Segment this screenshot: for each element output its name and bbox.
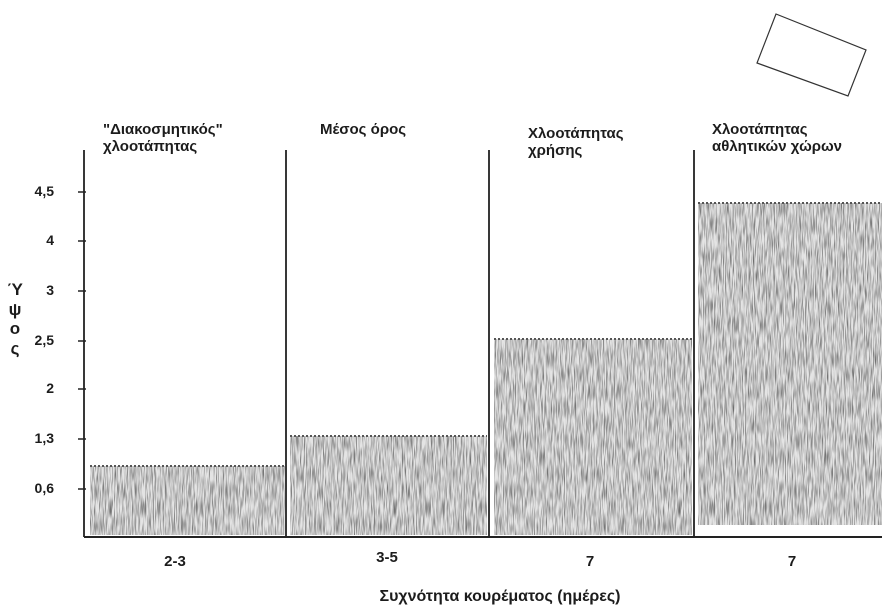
x-tick-label: 7: [787, 553, 797, 570]
column-title-sports: Χλοοτάπητας αθλητικών χώρων: [712, 121, 843, 156]
y-tick-label: 1,3: [34, 430, 54, 446]
y-tick-marks: [78, 191, 86, 490]
grass-block-3: [494, 338, 692, 535]
grass-block-4: [698, 202, 882, 525]
decorative-square-icon: [756, 13, 867, 97]
x-tick-label: 7: [585, 553, 595, 570]
y-tick-label: 3: [46, 282, 54, 298]
column-title-usage: Χλοοτάπητας χρήσης: [528, 125, 624, 160]
y-tick-label: 0,6: [34, 480, 54, 496]
y-tick-label: 2: [46, 380, 54, 396]
x-tick-label: 3-5: [376, 549, 398, 566]
y-tick-label: 2,5: [34, 332, 54, 348]
column-title-decorative: "Διακοσμητικός" χλοοτάπητας: [103, 121, 223, 156]
grass-block-2: [290, 435, 487, 535]
y-tick-label: 4: [46, 232, 54, 248]
y-tick-label: 4,5: [34, 183, 54, 199]
y-axis-label: Ύ ψ ο ς: [7, 280, 23, 358]
x-tick-label: 2-3: [164, 553, 186, 570]
column-title-average: Μέσος όρος: [320, 121, 407, 138]
grass-block-1: [90, 465, 285, 535]
x-axis-label: Συχνότητα κουρέματος (ημέρες): [379, 588, 621, 605]
